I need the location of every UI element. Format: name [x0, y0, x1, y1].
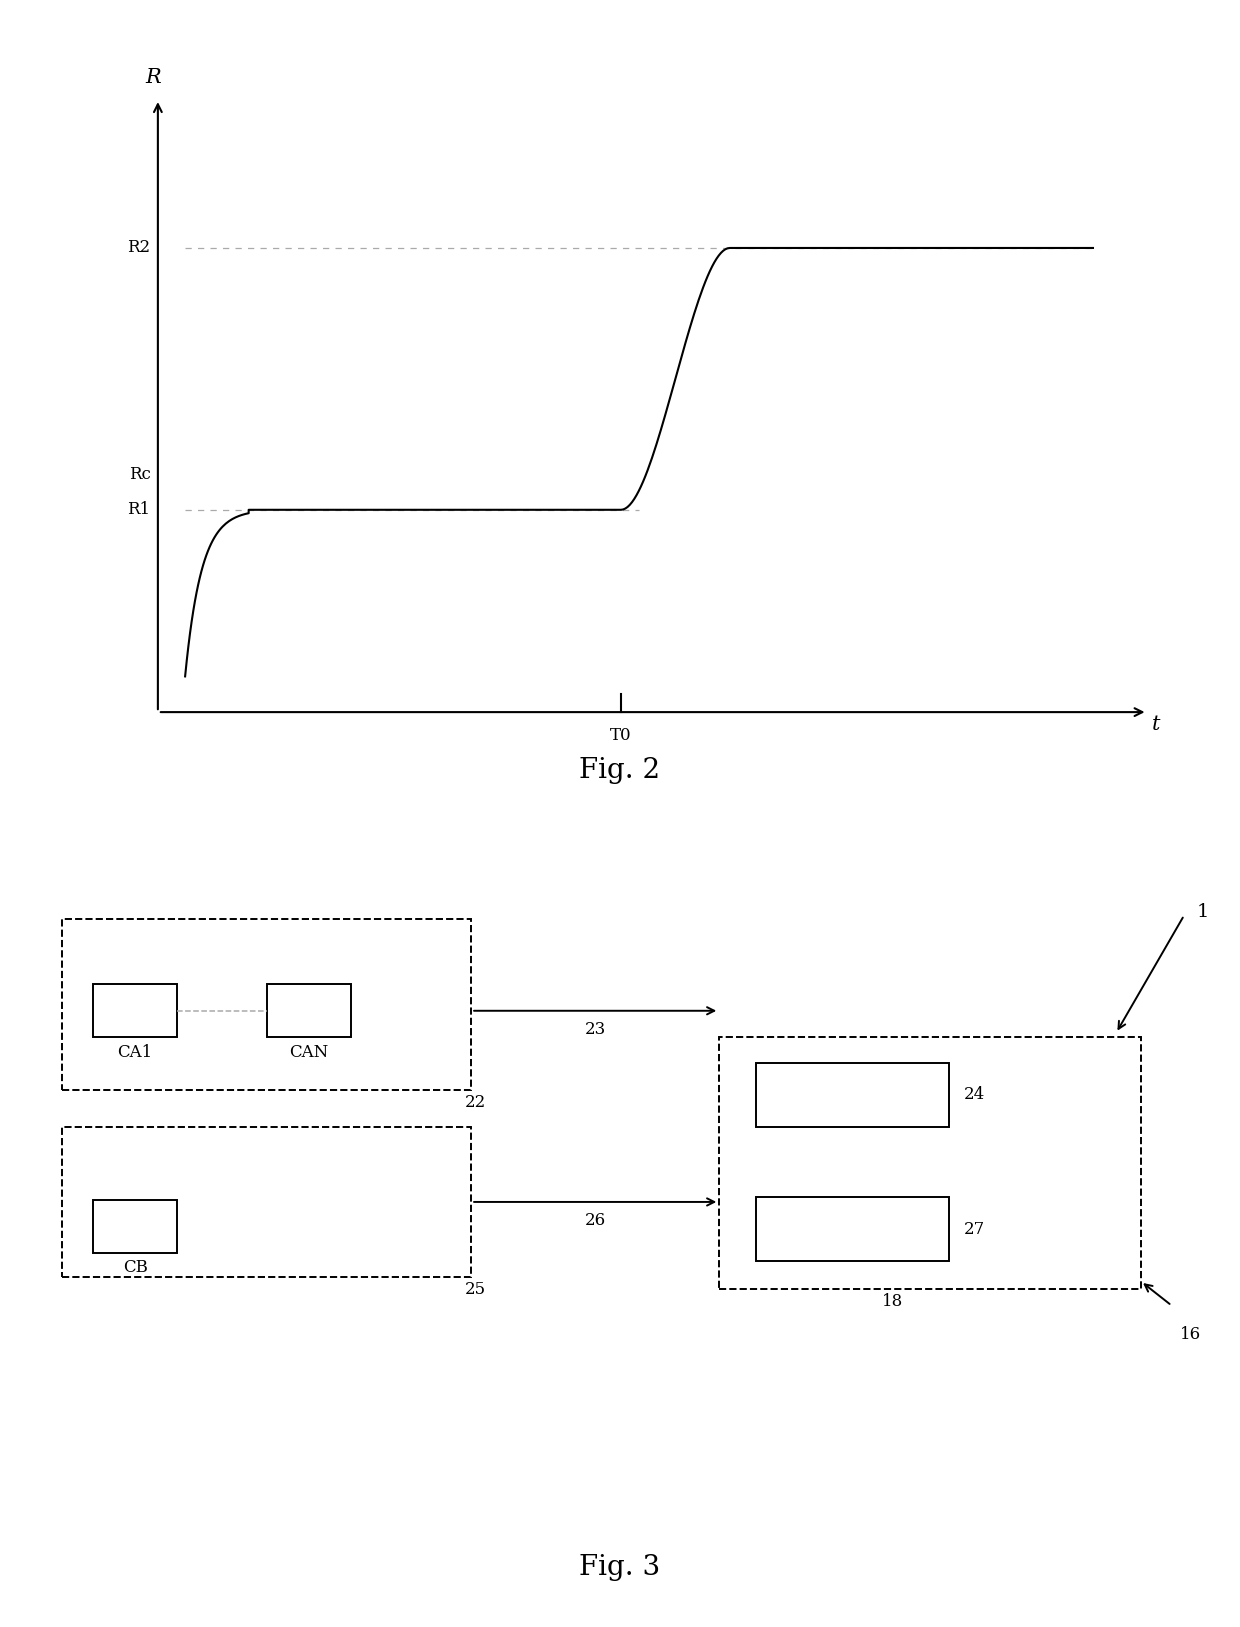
Text: Rc: Rc: [129, 465, 150, 483]
Text: CA1: CA1: [118, 1045, 153, 1061]
Text: CAN: CAN: [289, 1045, 329, 1061]
Text: Fig. 2: Fig. 2: [579, 757, 661, 784]
Text: 26: 26: [584, 1212, 606, 1228]
Text: 16: 16: [1179, 1326, 1202, 1342]
Text: T0: T0: [610, 727, 631, 744]
Bar: [719, 1038, 1141, 1289]
Text: 24: 24: [963, 1087, 985, 1103]
Text: 23: 23: [584, 1020, 606, 1038]
Text: R1: R1: [128, 501, 150, 519]
Text: 18: 18: [882, 1293, 904, 1310]
Text: 1: 1: [1197, 903, 1209, 921]
Text: t: t: [1152, 714, 1161, 734]
Bar: [93, 984, 177, 1038]
Bar: [267, 984, 351, 1038]
Text: 25: 25: [465, 1282, 486, 1298]
Text: Fig. 3: Fig. 3: [579, 1554, 661, 1581]
Bar: [62, 919, 471, 1090]
Text: CB: CB: [123, 1259, 148, 1276]
Text: 27: 27: [963, 1220, 985, 1238]
Bar: [93, 1199, 177, 1253]
Text: R: R: [145, 68, 161, 88]
Bar: [756, 1064, 949, 1126]
Text: R2: R2: [128, 239, 150, 257]
Text: 22: 22: [465, 1093, 486, 1111]
Bar: [756, 1197, 949, 1261]
Bar: [62, 1126, 471, 1277]
